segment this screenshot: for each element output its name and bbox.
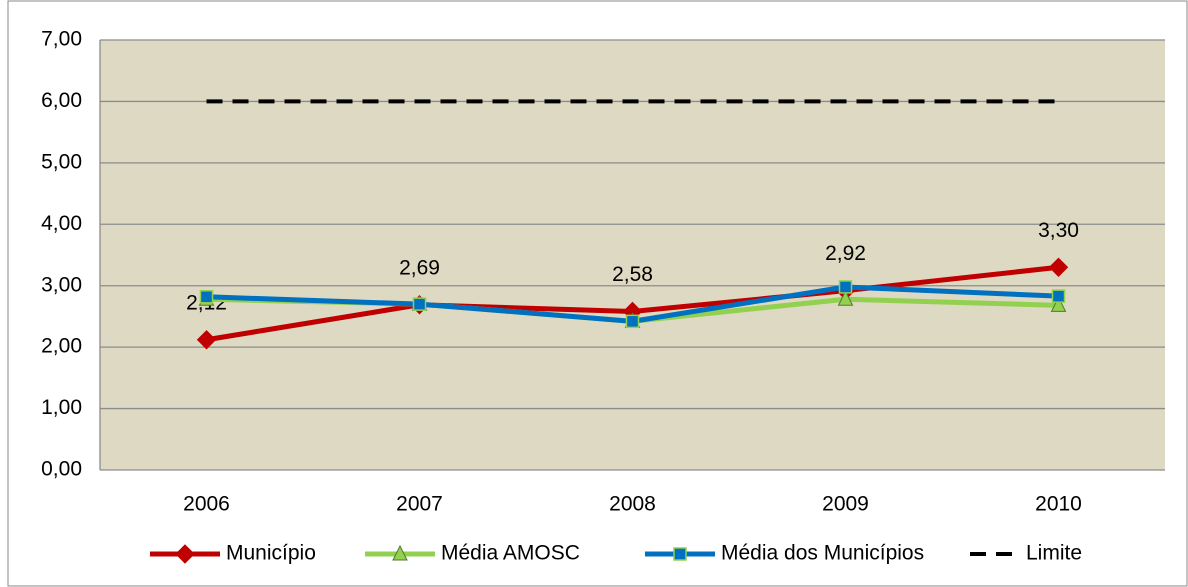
y-tick-label: 7,00 bbox=[41, 28, 82, 51]
marker bbox=[625, 314, 640, 329]
y-tick-label: 2,00 bbox=[41, 335, 82, 358]
x-tick-label: 2008 bbox=[609, 493, 656, 516]
legend-marker bbox=[673, 547, 687, 561]
marker bbox=[196, 330, 217, 350]
legend-label: Média AMOSC bbox=[441, 542, 580, 565]
legend-marker bbox=[175, 544, 195, 564]
legend-label: Município bbox=[226, 542, 316, 565]
marker bbox=[412, 297, 427, 311]
x-tick-label: 2007 bbox=[396, 493, 443, 516]
x-tick-label: 2010 bbox=[1035, 493, 1082, 516]
data-label: 2,58 bbox=[612, 263, 653, 286]
y-tick-label: 3,00 bbox=[41, 273, 82, 296]
marker bbox=[1051, 289, 1066, 303]
legend-label: Média dos Municípios bbox=[721, 542, 924, 565]
x-tick-label: 2006 bbox=[183, 493, 230, 516]
data-label: 2,69 bbox=[399, 256, 440, 279]
marker bbox=[199, 290, 214, 304]
y-tick-label: 1,00 bbox=[41, 396, 82, 419]
x-tick-label: 2009 bbox=[822, 493, 869, 516]
y-tick-label: 0,00 bbox=[41, 458, 82, 481]
y-tick-label: 4,00 bbox=[41, 212, 82, 235]
marker bbox=[1048, 257, 1069, 277]
marker bbox=[838, 280, 853, 294]
legend-marker bbox=[392, 544, 408, 561]
plot-area bbox=[100, 40, 1165, 470]
data-label: 3,30 bbox=[1038, 219, 1079, 242]
data-label: 2,92 bbox=[825, 242, 866, 265]
marker bbox=[1050, 296, 1067, 312]
marker bbox=[837, 290, 854, 306]
y-tick-label: 6,00 bbox=[41, 89, 82, 112]
legend-label: Limite bbox=[1026, 542, 1082, 565]
y-tick-label: 5,00 bbox=[41, 150, 82, 173]
